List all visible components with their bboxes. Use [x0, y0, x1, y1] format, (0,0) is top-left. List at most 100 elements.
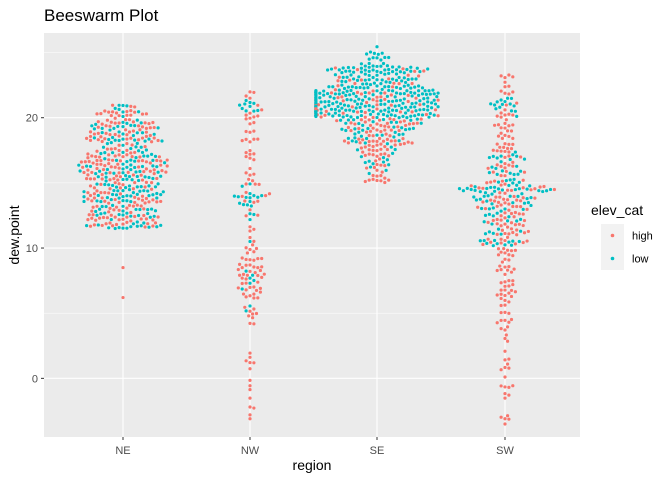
data-point-high: [144, 130, 148, 134]
data-point-high: [258, 286, 262, 291]
data-point-high: [140, 125, 145, 129]
data-point-low: [513, 187, 518, 192]
data-point-high: [248, 384, 252, 388]
data-point-low: [341, 91, 345, 95]
data-point-high: [121, 183, 125, 187]
data-point-high: [109, 114, 113, 118]
data-point-low: [365, 52, 369, 56]
data-point-high: [252, 200, 256, 204]
data-point-low: [153, 154, 158, 158]
data-point-low: [379, 64, 383, 68]
data-point-low: [140, 150, 145, 155]
data-point-low: [251, 273, 255, 277]
data-point-low: [131, 133, 135, 138]
data-point-low: [92, 136, 96, 140]
data-point-high: [111, 158, 115, 162]
data-point-high: [348, 78, 352, 82]
data-point-high: [515, 233, 519, 237]
data-point-high: [248, 417, 252, 421]
data-point-low: [545, 189, 549, 193]
data-point-low: [113, 138, 117, 142]
data-point-high: [525, 207, 529, 211]
data-point-low: [365, 136, 369, 141]
data-point-high: [248, 173, 252, 177]
data-point-low: [125, 199, 129, 203]
data-point-high: [109, 165, 113, 169]
data-point-low: [134, 170, 138, 174]
data-point-low: [397, 65, 401, 69]
data-point-high: [371, 148, 375, 152]
data-point-high: [244, 129, 248, 134]
data-point-high: [499, 296, 503, 301]
data-point-high: [244, 277, 248, 281]
data-point-high: [506, 129, 510, 133]
data-point-high: [522, 170, 527, 174]
data-point-low: [354, 94, 358, 98]
data-point-low: [358, 85, 362, 90]
data-point-low: [516, 194, 520, 198]
data-point-high: [375, 143, 379, 147]
data-point-low: [252, 278, 256, 283]
data-point-high: [109, 147, 113, 151]
data-point-high: [88, 138, 93, 142]
data-point-low: [522, 201, 527, 205]
data-point-high: [118, 159, 122, 163]
data-point-low: [121, 177, 125, 182]
data-point-high: [116, 178, 120, 182]
data-point-high: [99, 191, 103, 195]
data-point-high: [244, 288, 248, 292]
data-point-low: [391, 89, 395, 93]
data-point-high: [164, 170, 168, 174]
data-point-high: [238, 273, 242, 277]
data-point-low: [319, 111, 323, 115]
data-point-high: [248, 258, 252, 262]
data-point-high: [262, 272, 266, 276]
data-point-low: [95, 213, 99, 217]
data-point-high: [99, 162, 103, 166]
data-point-low: [461, 189, 465, 193]
data-point-low: [146, 189, 150, 193]
data-point-high: [371, 139, 375, 143]
x-axis-ticks: NE NW SE SW: [115, 437, 514, 457]
data-point-high: [491, 148, 495, 152]
data-point-high: [372, 165, 376, 170]
data-point-low: [238, 201, 242, 205]
data-point-low: [134, 156, 138, 160]
data-point-high: [244, 182, 248, 186]
data-point-low: [387, 67, 391, 72]
data-point-low: [515, 164, 519, 168]
data-point-high: [140, 198, 145, 202]
data-point-high: [503, 417, 507, 421]
data-point-high: [264, 194, 268, 198]
data-point-low: [248, 192, 252, 196]
data-point-low: [156, 126, 160, 130]
data-point-low: [404, 111, 408, 115]
data-point-low: [348, 93, 352, 97]
data-points: [77, 45, 557, 426]
data-point-high: [248, 355, 252, 359]
data-point-low: [411, 126, 415, 130]
data-point-high: [506, 198, 510, 202]
data-point-high: [256, 257, 260, 261]
data-point-high: [341, 111, 345, 115]
data-point-low: [327, 112, 331, 116]
data-point-low: [100, 126, 104, 130]
data-point-low: [138, 207, 142, 212]
data-point-high: [499, 131, 503, 135]
data-point-low: [402, 97, 406, 101]
data-point-high: [495, 222, 499, 226]
data-point-high: [542, 184, 546, 189]
data-point-high: [254, 288, 259, 293]
data-point-high: [383, 152, 387, 156]
data-point-low: [388, 80, 392, 85]
data-point-low: [371, 64, 375, 68]
data-point-high: [113, 181, 117, 185]
data-point-high: [357, 137, 361, 141]
data-point-low: [490, 202, 494, 206]
data-point-low: [139, 224, 143, 228]
data-point-high: [371, 126, 375, 130]
data-point-low: [418, 69, 422, 74]
y-tick-label: 0: [32, 373, 38, 385]
data-point-high: [503, 133, 507, 137]
data-point-high: [91, 213, 95, 217]
